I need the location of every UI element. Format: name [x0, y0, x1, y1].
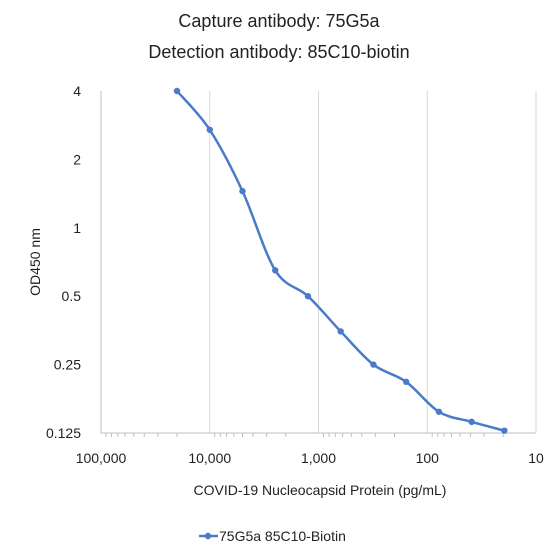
y-tick-label: 0.25 [54, 357, 81, 373]
data-point [173, 87, 181, 95]
x-tick-label: 10 [528, 450, 544, 466]
x-tick-label: 100 [416, 450, 440, 466]
data-point [468, 418, 475, 426]
data-point [337, 328, 344, 335]
x-tick-label: 100,000 [76, 450, 127, 466]
y-tick-label: 0.125 [46, 425, 81, 441]
series-layer [173, 87, 508, 434]
data-point [239, 187, 246, 195]
chart-title-line-2: Detection antibody: 85C10-biotin [148, 42, 409, 62]
chart-title: Capture antibody: 75G5a Detection antibo… [148, 11, 409, 62]
data-point [402, 378, 410, 386]
y-tick-label: 2 [73, 151, 81, 167]
x-tick-label: 1,000 [301, 450, 336, 466]
legend: 75G5a 85C10-Biotin [199, 528, 346, 544]
chart-title-line-1: Capture antibody: 75G5a [178, 11, 380, 31]
tick-labels: 100,000 10,000 1,000 100 10 4 2 1 0.5 0.25 0.125 [46, 83, 544, 466]
legend-marker [204, 532, 212, 540]
y-tick-label: 1 [73, 220, 81, 236]
data-point [501, 427, 508, 434]
x-axis-label: COVID-19 Nucleocapsid Protein (pg/mL) [194, 482, 447, 498]
series-line-0 [176, 90, 505, 432]
grid [100, 91, 537, 433]
data-point [370, 361, 377, 368]
y-tick-label: 0.5 [62, 288, 82, 304]
y-tick-label: 4 [73, 83, 81, 99]
data-point [206, 126, 213, 133]
data-point [272, 267, 279, 274]
legend-label: 75G5a 85C10-Biotin [219, 528, 346, 544]
y-axis-label: OD450 nm [27, 228, 43, 296]
axes [100, 91, 536, 437]
data-point [304, 293, 312, 300]
data-point [435, 408, 443, 415]
x-tick-label: 10,000 [188, 450, 231, 466]
